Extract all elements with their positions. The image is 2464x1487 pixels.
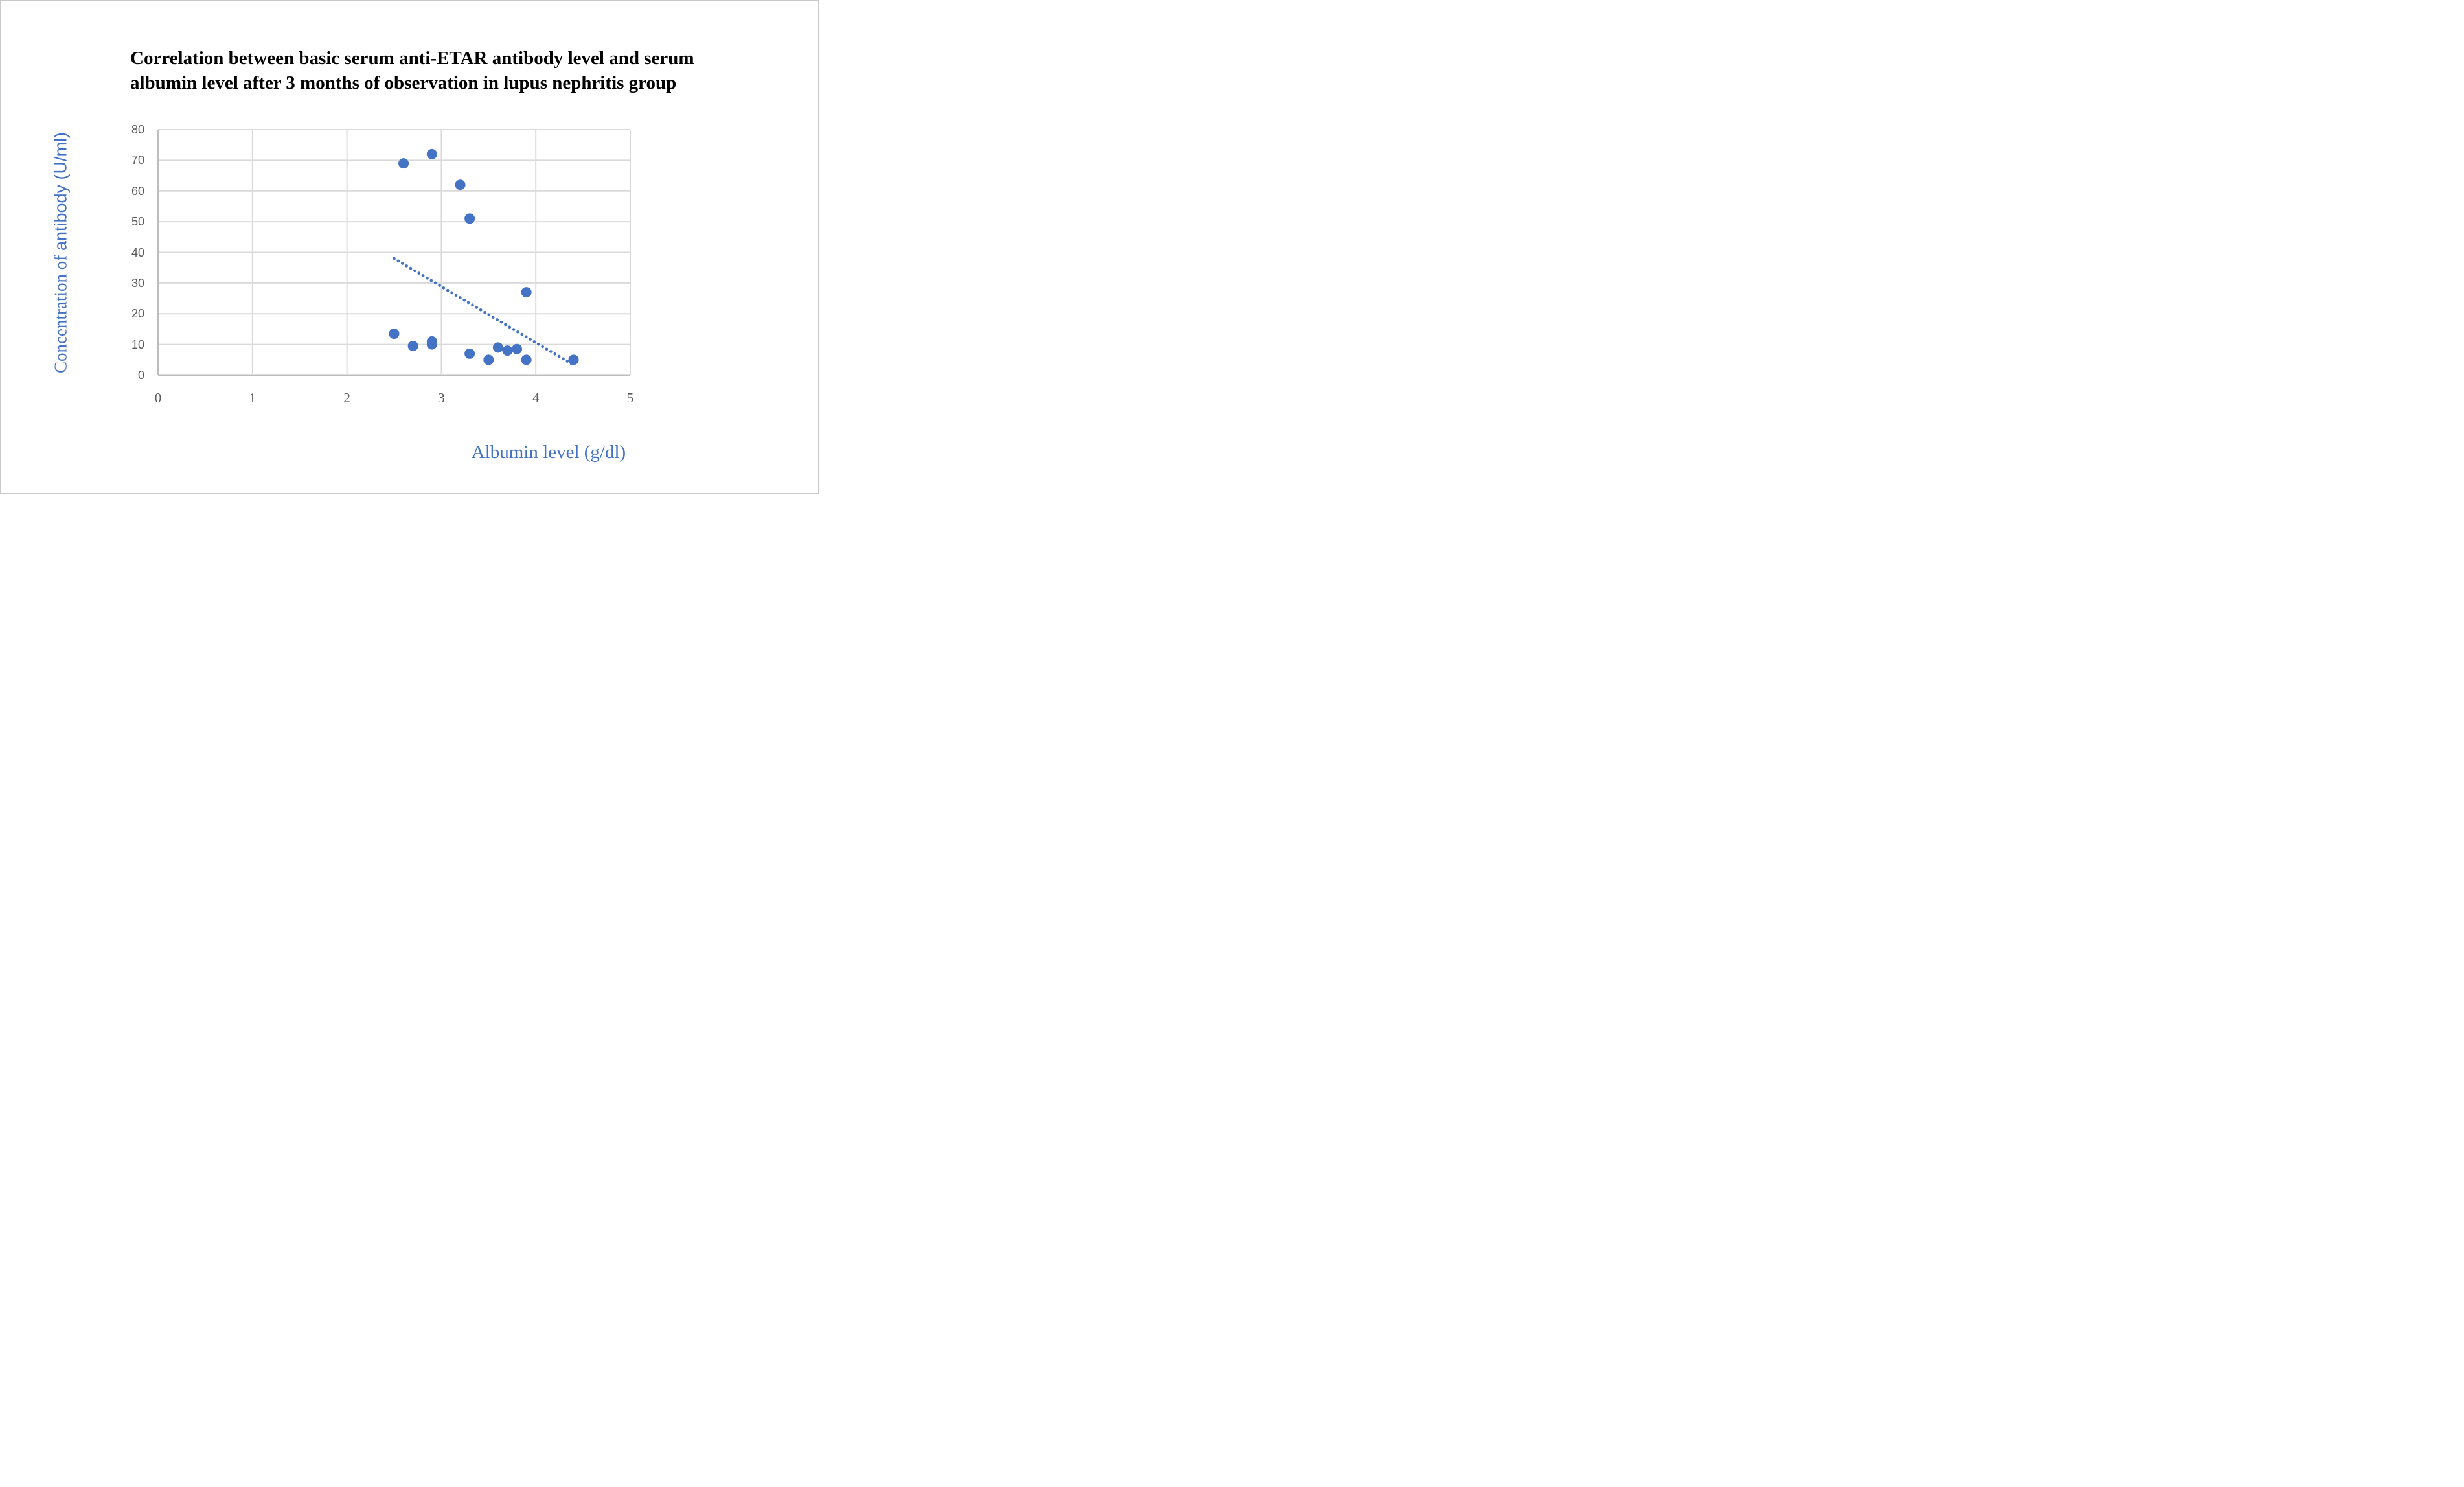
y-tick-label: 0 — [137, 369, 144, 382]
data-point — [492, 342, 503, 353]
x-tick-label: 4 — [532, 390, 540, 406]
y-axis-title-serif-part: Concentration of — [51, 251, 71, 374]
y-tick-label: 50 — [131, 215, 144, 229]
y-tick-label: 40 — [131, 246, 144, 259]
y-tick-label: 30 — [131, 276, 144, 290]
data-point — [521, 287, 532, 298]
data-point — [426, 148, 437, 159]
data-point — [521, 354, 532, 365]
data-point — [464, 348, 475, 359]
data-point — [464, 213, 475, 224]
x-tick-label: 1 — [249, 390, 257, 406]
chart-title-line-1: Correlation between basic serum anti-ETA… — [130, 48, 694, 69]
data-point — [568, 354, 579, 365]
chart-title: Correlation between basic serum anti-ETA… — [130, 47, 752, 95]
y-axis-title: Concentration of antibody (U/ml) — [51, 132, 71, 373]
y-tick-label: 80 — [131, 123, 144, 136]
data-point — [455, 179, 466, 190]
data-point — [483, 354, 494, 365]
data-point — [407, 340, 418, 351]
chart-figure: Correlation between basic serum anti-ETA… — [0, 0, 819, 494]
data-point — [502, 345, 513, 356]
data-point — [512, 343, 523, 354]
y-axis-title-sans-part: antibody (U/ml) — [51, 132, 71, 251]
x-tick-label: 5 — [626, 390, 634, 406]
x-tick-label: 0 — [154, 390, 162, 406]
y-tick-label: 70 — [131, 154, 144, 167]
y-tick-label: 60 — [131, 184, 144, 198]
x-axis-title: Albumin level (g/dl) — [471, 442, 626, 463]
chart-title-line-2: albumin level after 3 months of observat… — [130, 72, 677, 93]
data-point — [426, 339, 437, 350]
data-point — [398, 158, 409, 169]
plot-area — [157, 129, 631, 376]
trendline-dotted — [393, 257, 575, 367]
y-tick-label: 20 — [131, 307, 144, 321]
x-tick-label: 2 — [343, 390, 350, 406]
x-tick-label: 3 — [438, 390, 445, 406]
data-point — [389, 329, 400, 340]
y-tick-label: 10 — [131, 338, 144, 351]
scatter-plot-svg — [157, 129, 631, 376]
